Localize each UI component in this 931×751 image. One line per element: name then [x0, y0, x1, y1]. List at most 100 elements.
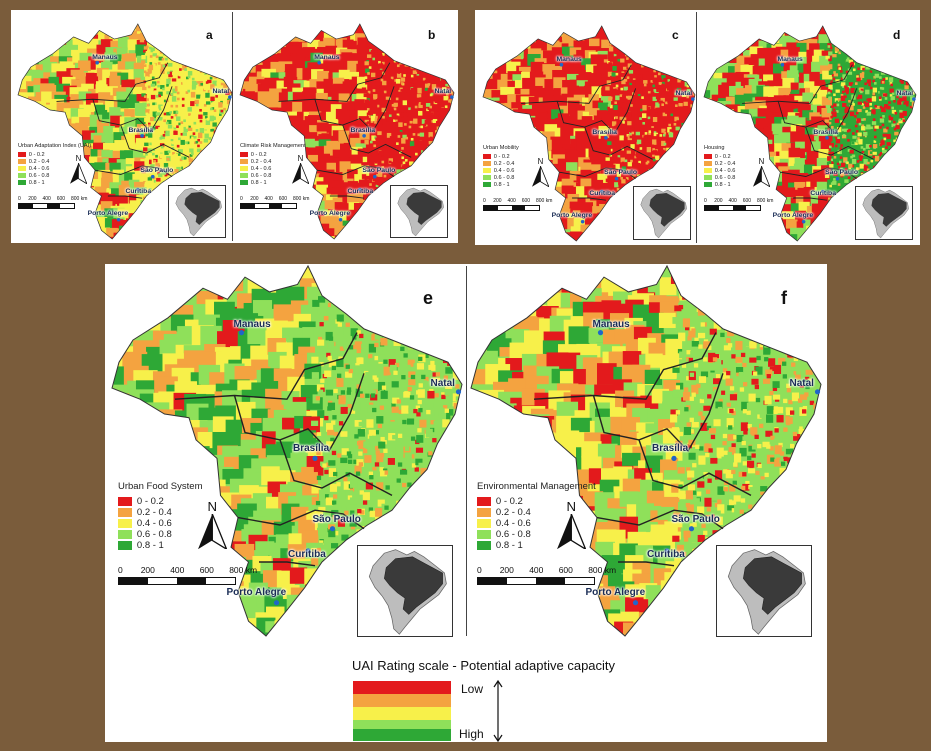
south-america-inset — [855, 186, 913, 240]
city-marker-5 — [580, 219, 585, 224]
city-label: Manaus — [556, 56, 582, 64]
legend-title: Urban Mobility — [483, 145, 519, 151]
region-boundary — [259, 561, 316, 567]
scale-tick: 200 — [493, 198, 502, 204]
legend-row: 0 - 0.2 — [18, 151, 91, 158]
city-label: São Paulo — [312, 513, 361, 525]
legend-row: 0.2 - 0.4 — [483, 160, 519, 167]
legend-label: 0.6 - 0.8 — [28, 172, 50, 179]
north-arrow-icon: N — [292, 154, 309, 185]
north-label: N — [566, 499, 577, 514]
legend-label: 0.2 - 0.4 — [250, 158, 272, 165]
legend-row: 0.4 - 0.6 — [240, 165, 306, 172]
legend-row: 0.4 - 0.6 — [18, 165, 91, 172]
legend-label: 0.2 - 0.4 — [714, 160, 736, 167]
legend-swatch — [240, 159, 248, 164]
city-marker-4 — [305, 548, 311, 554]
legend-label: 0.8 - 1 — [714, 181, 731, 188]
legend-label: 0.6 - 0.8 — [493, 174, 515, 181]
city-label: Curitiba — [589, 190, 615, 198]
south-america-inset — [716, 545, 812, 637]
legend-swatch — [18, 166, 26, 171]
north-label: N — [207, 499, 218, 514]
legend-swatch — [118, 507, 132, 517]
rating-low-label: Low — [461, 682, 484, 696]
legend-row: 0.4 - 0.6 — [483, 167, 519, 174]
rating-band-low — [353, 681, 451, 694]
legend-swatch — [118, 529, 132, 539]
city-marker-0 — [780, 62, 785, 67]
scale-bar: 0 200 400 600 800 km — [477, 565, 616, 585]
region-boundary — [174, 332, 358, 400]
legend-row: 0.8 - 1 — [18, 179, 91, 186]
city-label: São Paulo — [140, 167, 174, 175]
city-label: São Paulo — [671, 513, 720, 525]
legend-label: 0 - 0.2 — [28, 151, 45, 158]
city-label: Brasília — [592, 128, 617, 136]
city-marker-3 — [688, 526, 695, 532]
legend-label: 0.8 - 1 — [28, 179, 45, 186]
city-label: Brasília — [652, 443, 689, 455]
city-label: Curitiba — [647, 548, 685, 560]
region-boundary — [559, 167, 636, 180]
city-label: Manaus — [777, 56, 803, 64]
legend-row: 0.8 - 1 — [477, 540, 596, 551]
map-c-outline — [482, 25, 696, 242]
legend-swatch — [240, 180, 248, 185]
legend-title: Urban Adaptation Index (UAI) — [18, 143, 92, 149]
legend-swatch — [704, 161, 712, 166]
city-label: Manaus — [233, 318, 271, 330]
north-arrow-icon: N — [70, 154, 87, 185]
city-marker-4 — [358, 187, 362, 192]
city-marker-0 — [95, 60, 99, 65]
city-marker-2 — [671, 455, 677, 461]
legend-row: 0.8 - 1 — [483, 181, 519, 188]
city-marker-2 — [140, 134, 144, 138]
legend-swatch — [240, 152, 248, 157]
legend-label: 0.8 - 1 — [495, 539, 523, 551]
scale-tick: 400 — [507, 198, 516, 204]
scale-bar: 0 200 400 600 800 km — [704, 198, 773, 211]
legend-row: 0.4 - 0.6 — [477, 518, 596, 529]
legend-row: 0 - 0.2 — [704, 153, 735, 160]
south-america-inset — [390, 185, 448, 238]
legend-label: 0.6 - 0.8 — [714, 174, 736, 181]
legend-swatch — [483, 154, 491, 159]
region-boundary — [56, 62, 169, 102]
scale-tick: 0 — [18, 196, 21, 202]
legend-row: 0.8 - 1 — [704, 181, 735, 188]
city-label: Curitiba — [125, 188, 152, 196]
city-label: Natal — [896, 90, 914, 98]
panel-letter: b — [428, 28, 436, 42]
city-marker-2 — [825, 136, 829, 140]
legend-swatch — [18, 159, 26, 164]
city-marker-0 — [317, 60, 321, 65]
legend-swatch — [704, 154, 712, 159]
legend-label: 0.2 - 0.4 — [495, 506, 531, 518]
legend-label: 0.8 - 1 — [136, 539, 164, 551]
city-marker-1 — [814, 389, 821, 395]
panel-letter: e — [423, 288, 434, 308]
legend-swatch — [483, 182, 491, 187]
map-legend: Environmental Management 0 - 0.2 0.2 - 0.4… — [477, 481, 596, 551]
region-boundary — [316, 165, 395, 178]
city-label: Manaus — [592, 318, 630, 330]
legend-swatch — [477, 529, 491, 539]
region-boundary — [572, 197, 607, 201]
legend-swatch — [118, 518, 132, 528]
legend-swatch — [18, 180, 26, 185]
legend-swatch — [240, 173, 248, 178]
legend-title: Urban Food System — [118, 481, 203, 492]
legend-label: 0.6 - 0.8 — [250, 172, 272, 179]
legend-swatch — [240, 166, 248, 171]
scale-tick: 600 — [56, 196, 66, 202]
city-marker-3 — [835, 176, 840, 181]
map-legend: Housing 0 - 0.2 0.2 - 0.4 0.4 - 0.6 0.6 - 0.… — [704, 145, 735, 188]
legend-swatch — [483, 168, 491, 173]
scale-tick: 800 km — [71, 196, 88, 202]
legend-row: 0.6 - 0.8 — [240, 172, 306, 179]
city-marker-2 — [604, 136, 608, 140]
legend-label: 0.2 - 0.4 — [136, 506, 172, 518]
